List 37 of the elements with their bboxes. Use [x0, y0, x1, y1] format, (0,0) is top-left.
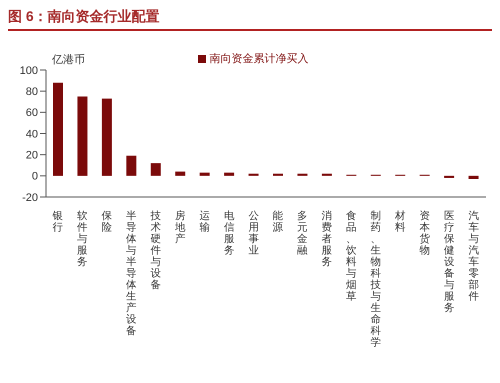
x-tick-label: 材料 — [394, 209, 406, 234]
y-axis-title: 亿港币 — [52, 53, 85, 67]
x-tick-label: 公用事业 — [248, 210, 260, 256]
y-tick-label: -20 — [22, 192, 38, 204]
x-tick-label: 消费者服务 — [322, 209, 333, 268]
bar — [53, 82, 63, 176]
category-label: 半导体与半导体生产设备 — [126, 210, 138, 337]
y-tick-label: 40 — [26, 128, 38, 140]
bar — [224, 172, 234, 176]
bar — [175, 172, 186, 176]
bar — [150, 163, 161, 176]
category-label: 医疗保健设备与服务 — [444, 210, 455, 314]
x-tick-label: 保险 — [102, 210, 113, 234]
x-tick-label: 银行 — [52, 210, 64, 234]
category-label: 制药、生物科技与生命科学 — [370, 210, 382, 348]
chart-title: 图 6：南向资金行业配置 — [8, 8, 161, 26]
x-tick-label: 汽车与汽车零部件 — [468, 210, 480, 302]
x-tick-label: 多元金融 — [297, 210, 308, 256]
x-tick-label: 资本货物 — [419, 210, 430, 256]
x-tick-label: 运输 — [199, 209, 210, 234]
bar — [77, 96, 88, 176]
y-tick-label: 100 — [20, 64, 38, 77]
bar — [102, 98, 112, 176]
x-tick-label: 软件与服务 — [77, 210, 88, 268]
y-tick-label: 20 — [26, 150, 38, 162]
x-tick-label: 房地产 — [174, 209, 186, 245]
y-tick-label: 80 — [26, 86, 38, 98]
x-tick-label: 技术硬件与设备 — [150, 210, 162, 291]
legend-label: 南向资金累计净买入 — [210, 53, 308, 65]
x-tick-label: 能源 — [272, 209, 284, 234]
x-tick-label: 食品、饮料与烟草 — [345, 210, 358, 302]
y-tick-label: 60 — [26, 107, 38, 120]
bar — [468, 176, 479, 180]
bar — [200, 172, 210, 176]
x-tick-label: 电信服务 — [224, 209, 235, 256]
bar — [126, 156, 136, 176]
y-tick-label: 0 — [32, 170, 38, 183]
